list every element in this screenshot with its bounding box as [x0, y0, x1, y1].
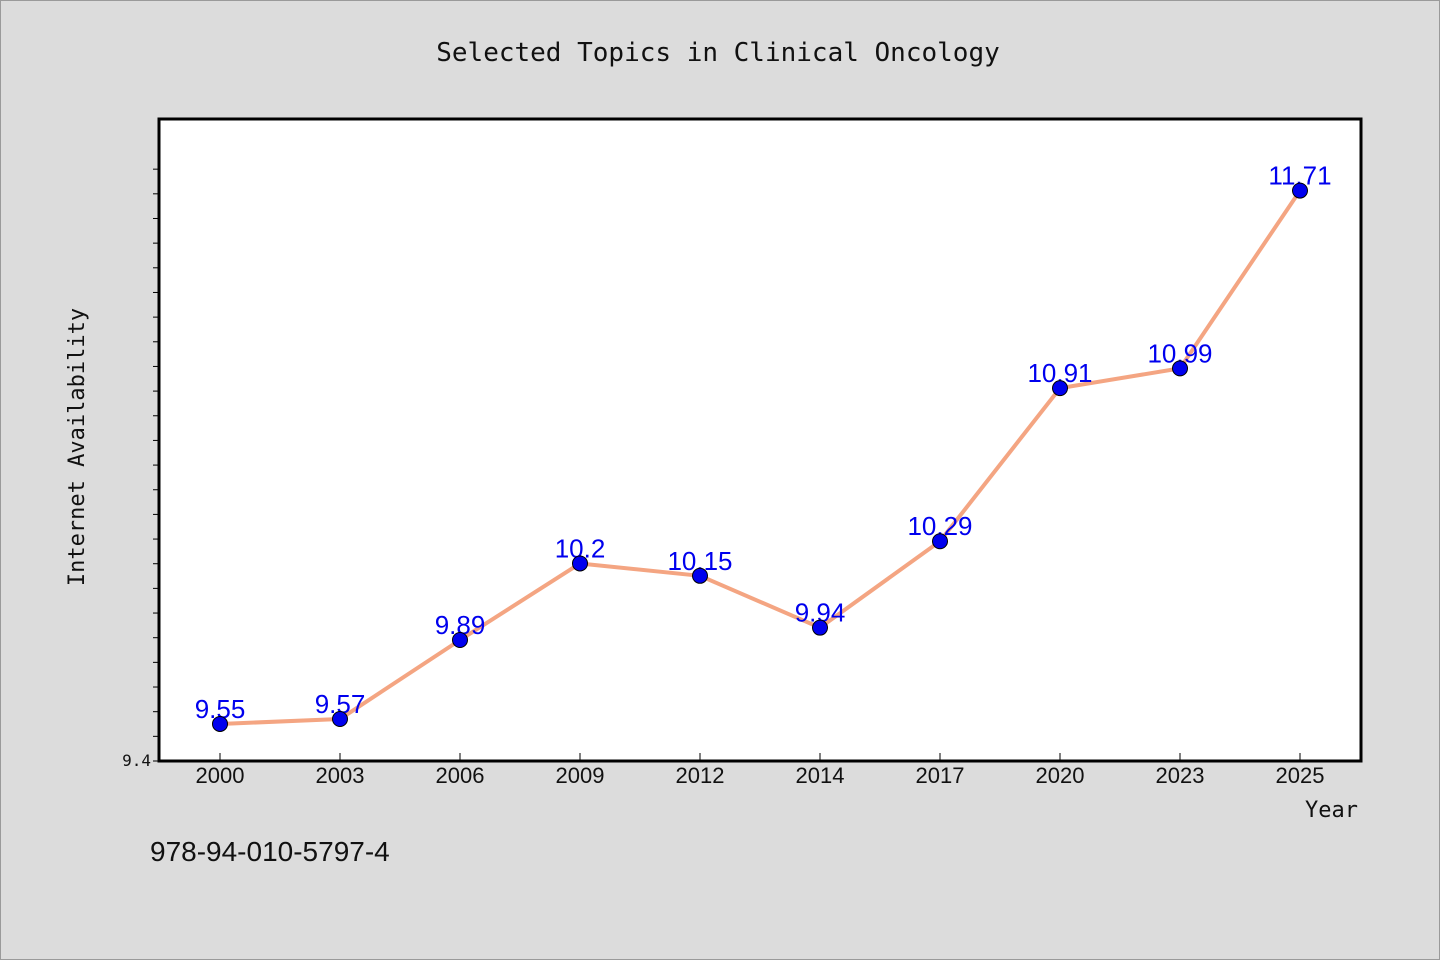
data-point	[692, 567, 708, 584]
data-point	[1172, 360, 1188, 377]
chart-title: Selected Topics in Clinical Oncology	[436, 38, 1000, 68]
series-line	[219, 189, 1302, 726]
x-tick-label: 2006	[436, 763, 485, 788]
isbn-text: 978-94-010-5797-4	[150, 836, 390, 867]
x-tick-label: 2014	[796, 763, 845, 788]
data-point	[932, 533, 948, 550]
x-axis-label: Year	[1305, 798, 1358, 823]
x-tick-label: 2009	[556, 763, 605, 788]
x-axis-ticks: 2000 2003 2006 2009 2012 2014 2017 2020 2023 2025	[196, 753, 1325, 788]
x-tick-label: 2025	[1276, 763, 1325, 788]
y-tick-label: 9.4	[122, 751, 151, 770]
data-point	[452, 632, 468, 649]
data-point	[572, 555, 588, 572]
plot-area	[157, 117, 1363, 763]
data-point	[212, 715, 228, 732]
x-tick-label: 2000	[196, 763, 245, 788]
data-point	[1052, 380, 1068, 397]
y-axis-label: Internet Availability	[65, 308, 90, 586]
x-tick-label: 2020	[1036, 763, 1085, 788]
y-axis-ticks	[153, 168, 159, 762]
x-tick-label: 2003	[316, 763, 365, 788]
x-tick-label: 2023	[1156, 763, 1205, 788]
x-tick-label: 2012	[676, 763, 725, 788]
data-point	[332, 711, 348, 728]
data-point	[1292, 182, 1308, 199]
data-point	[812, 619, 828, 636]
x-tick-label: 2017	[916, 763, 965, 788]
